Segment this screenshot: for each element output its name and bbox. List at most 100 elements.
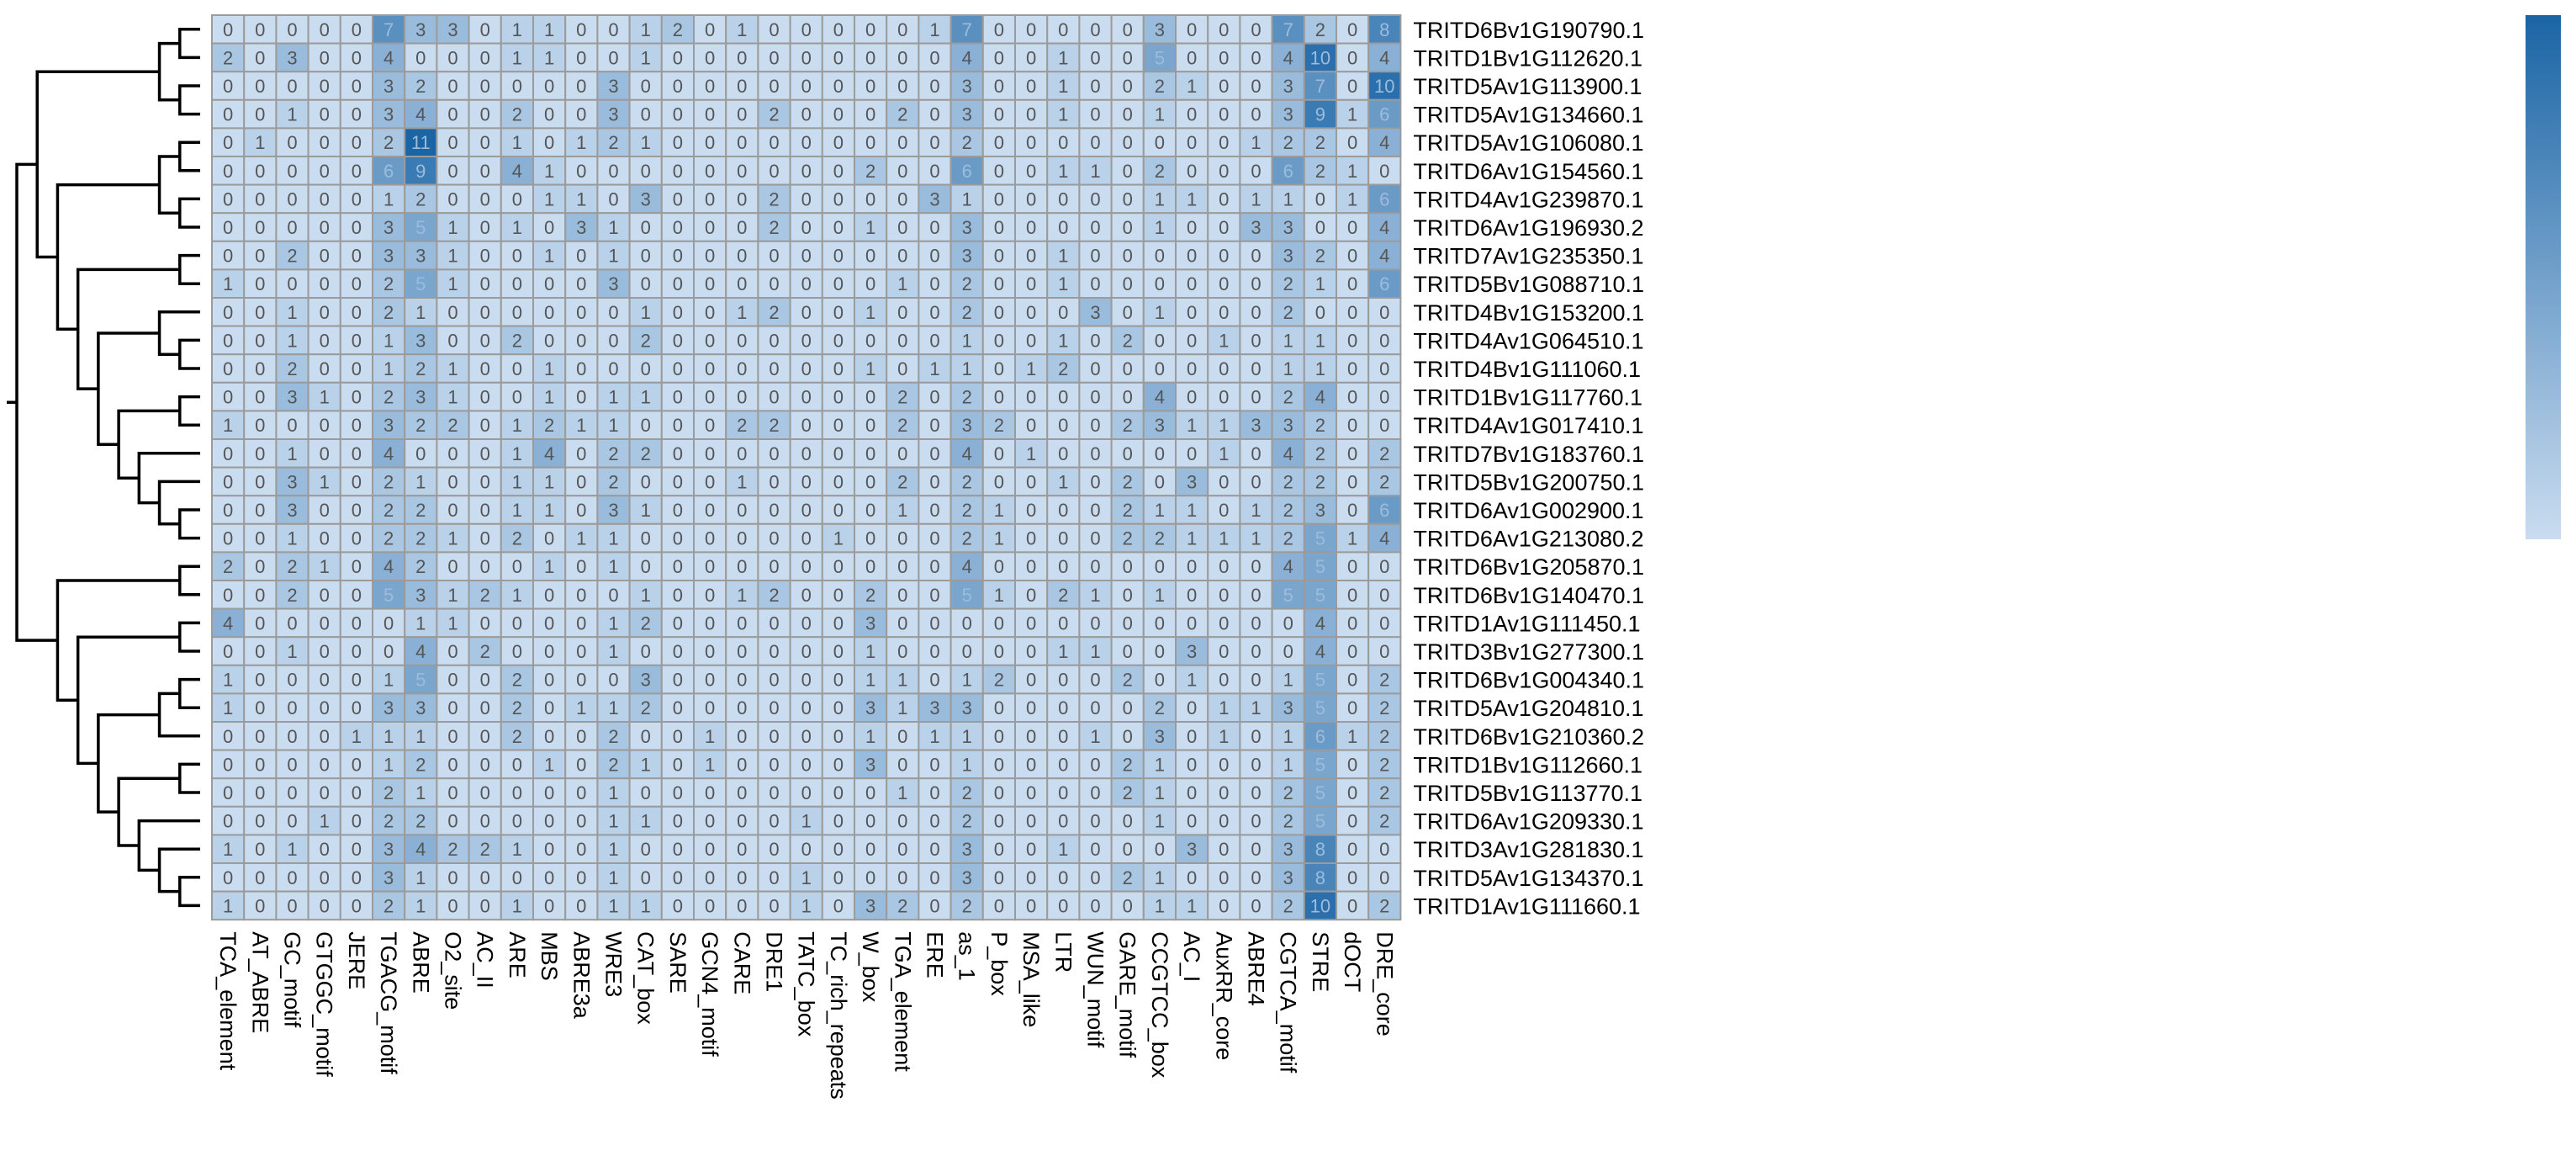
cell-value-label: 2 [608,754,618,775]
cell-value-label: 0 [352,132,362,153]
heatmap-cell [1142,551,1177,582]
cell-value-label: 0 [1155,839,1165,860]
heatmap-cell [372,522,406,554]
cell-value-label: 0 [1251,895,1261,916]
heatmap-cell [211,580,246,610]
cell-value-label: 0 [223,104,233,125]
cell-value-label: 0 [833,161,844,182]
cell-value-label: 0 [673,556,683,577]
cell-value-label: 4 [962,443,972,464]
column-label: O2_site [441,931,466,1010]
cell-value-label: 2 [447,839,458,860]
cell-value-label: 1 [544,387,554,408]
heatmap-cell [339,127,373,157]
cell-value-label: 0 [705,528,715,549]
cell-value-label: 0 [223,330,233,351]
cell-value-label: 2 [608,726,618,747]
heatmap-cell [1110,890,1145,921]
heatmap-cell [436,721,470,751]
row-labels: TRITD6Bv1G190790.1TRITD1Bv1G112620.1TRIT… [1413,18,1644,920]
cell-value-label: 0 [576,19,586,40]
cell-value-label: 3 [608,273,618,294]
cell-value-label: 0 [897,839,907,860]
cell-value-label: 0 [1123,811,1133,832]
cell-value-label: 1 [1187,528,1197,549]
cell-value-label: 4 [544,443,554,464]
heatmap-cell [725,721,759,751]
cell-value-label: 0 [897,641,907,662]
heatmap-cell [886,466,920,497]
heatmap-cell [436,636,470,666]
heatmap-cell [821,834,855,865]
cell-value-label: 0 [865,47,875,68]
cell-value-label: 0 [352,188,362,209]
heatmap-cell [1367,834,1402,865]
cell-value-label: 0 [865,415,875,436]
cell-value-label: 0 [1123,585,1133,606]
cell-value-label: 0 [1251,754,1261,775]
cell-value-label: 0 [352,895,362,916]
cell-value-label: 0 [641,76,651,97]
heatmap-cell [981,42,1017,73]
heatmap-cell [854,297,888,327]
heatmap-cell [1078,297,1113,327]
cell-value-label: 0 [1090,556,1100,577]
heatmap-cell [981,353,1017,384]
cell-value-label: 3 [1187,471,1197,492]
heatmap-cell [211,240,246,271]
heatmap-cell [854,156,888,186]
cell-value-label: 3 [962,867,972,888]
cell-value-label: 0 [352,415,362,436]
cell-value-label: 9 [1315,104,1325,125]
heatmap-cell [725,466,759,497]
dendrogram-branch [76,268,180,390]
cell-value-label: 2 [415,528,426,549]
cell-value-label: 2 [962,387,972,408]
cell-value-label: 1 [512,471,522,492]
heatmap-cell [1175,381,1209,412]
cell-value-label: 4 [1283,556,1293,577]
cell-value-label: 2 [383,132,394,153]
cell-value-label: 1 [608,387,618,408]
cell-value-label: 0 [320,217,330,238]
cell-value-label: 0 [929,556,939,577]
cell-value-label: 0 [1026,217,1036,238]
cell-value-label: 0 [1219,132,1229,153]
cell-value-label: 0 [576,612,586,634]
cell-value-label: 2 [1155,76,1165,97]
cell-value-label: 0 [865,104,875,125]
heatmap-cell [436,495,470,525]
heatmap-cell [307,692,341,724]
cell-value-label: 0 [705,19,715,40]
cell-value-label: 0 [801,670,812,691]
cell-value-label: 0 [673,782,683,803]
cell-value-label: 1 [383,726,394,747]
heatmap-cell [789,98,823,130]
cell-value-label: 2 [1379,471,1389,492]
cell-value-label: 2 [1315,443,1325,464]
cell-value-label: 0 [1090,443,1100,464]
heatmap-cell [660,212,695,242]
cell-value-label: 3 [447,19,458,40]
cell-value-label: 5 [1315,556,1325,577]
cell-value-label: 0 [705,76,715,97]
cell-value-label: 1 [255,132,265,153]
cell-value-label: 0 [1026,76,1036,97]
cell-value-label: 0 [576,726,586,747]
heatmap-cell [211,495,246,525]
cell-value-label: 1 [415,782,426,803]
cell-value-label: 1 [994,500,1004,521]
cell-value-label: 0 [576,811,586,832]
cell-value-label: 1 [865,726,875,747]
cell-value-label: 0 [1187,358,1197,379]
cell-value-label: 1 [1283,670,1293,691]
cell-value-label: 0 [1187,867,1197,888]
heatmap-cell [821,495,855,525]
cell-value-label: 1 [897,273,907,294]
cell-value-label: 0 [1187,273,1197,294]
cell-value-label: 1 [447,358,458,379]
cell-value-label: 0 [769,612,779,634]
cell-value-label: 0 [737,217,747,238]
heatmap-cell [1367,890,1402,921]
cell-value-label: 0 [576,471,586,492]
